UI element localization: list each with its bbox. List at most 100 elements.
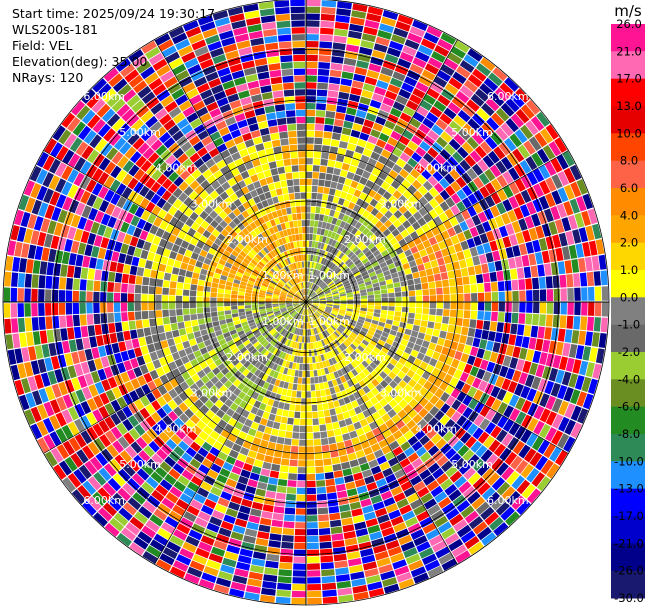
ppi-gate	[415, 146, 427, 157]
ppi-gate	[223, 250, 231, 258]
ppi-gate	[470, 440, 483, 453]
ppi-gate	[125, 522, 140, 536]
ppi-gate	[462, 276, 470, 285]
ppi-gate	[182, 302, 190, 309]
ppi-gate	[103, 463, 117, 477]
ppi-gate	[512, 148, 525, 163]
ppi-gate	[465, 436, 477, 449]
ppi-gate	[303, 315, 305, 322]
ppi-gate	[526, 302, 533, 313]
ppi-gate	[266, 420, 274, 428]
ppi-gate	[410, 246, 419, 254]
ppi-gate	[272, 348, 279, 356]
ppi-gate	[311, 305, 317, 310]
ppi-gate	[160, 256, 169, 265]
ppi-gate	[404, 346, 413, 355]
ppi-gate	[270, 329, 277, 336]
ppi-gate	[418, 123, 431, 135]
ppi-gate	[129, 390, 139, 402]
ppi-gate	[387, 84, 401, 94]
ppi-gate	[242, 463, 253, 472]
ppi-gate	[250, 374, 258, 383]
ppi-gate	[245, 268, 253, 274]
ppi-gate	[323, 229, 329, 237]
ppi-gate	[336, 413, 345, 421]
ppi-gate	[337, 354, 344, 361]
ppi-gate	[418, 408, 429, 418]
ppi-gate	[387, 263, 396, 270]
ppi-gate	[286, 347, 292, 354]
ppi-gate	[311, 247, 315, 255]
ppi-gate	[451, 96, 466, 109]
ppi-gate	[82, 480, 97, 496]
ppi-gate	[276, 263, 282, 270]
ppi-gate	[392, 446, 404, 457]
ppi-gate	[381, 306, 388, 311]
ppi-gate	[10, 303, 18, 318]
ppi-gate	[308, 247, 312, 254]
ppi-gate	[340, 303, 347, 307]
ppi-gate	[88, 207, 98, 221]
ppi-gate	[50, 235, 60, 249]
ppi-gate	[328, 436, 336, 445]
ppi-gate	[66, 277, 73, 290]
ppi-gate	[455, 317, 463, 326]
ppi-gate	[317, 404, 324, 411]
ppi-gate	[410, 330, 419, 338]
ppi-gate	[194, 399, 204, 409]
ppi-gate	[43, 188, 54, 204]
ppi-gate	[286, 339, 292, 347]
ppi-gate	[295, 335, 299, 342]
ppi-gate	[311, 276, 315, 283]
ppi-gate	[104, 402, 116, 416]
ppi-gate	[30, 423, 43, 440]
ppi-gate	[381, 249, 389, 257]
ppi-gate	[44, 451, 58, 467]
ppi-gate	[166, 541, 181, 553]
ppi-gate	[421, 553, 437, 566]
ppi-gate	[402, 220, 411, 229]
ppi-gate	[334, 279, 342, 285]
ppi-gate	[228, 472, 240, 482]
ppi-gate	[134, 511, 149, 525]
ppi-gate	[316, 310, 322, 316]
ppi-gate	[453, 519, 468, 532]
ppi-gate	[151, 400, 162, 411]
ppi-gate	[539, 393, 550, 408]
ppi-gate	[309, 282, 313, 289]
ppi-gate	[184, 207, 194, 217]
ppi-gate	[329, 512, 341, 521]
ppi-gate	[53, 464, 67, 480]
ppi-gate	[380, 309, 388, 315]
ppi-gate	[311, 306, 317, 311]
ppi-gate	[45, 316, 53, 330]
ppi-gate	[406, 69, 421, 81]
ppi-gate	[87, 476, 102, 491]
ppi-gate	[346, 261, 354, 268]
ppi-gate	[273, 307, 280, 311]
ppi-gate	[343, 199, 351, 208]
ppi-gate	[467, 205, 477, 217]
ppi-gate	[340, 295, 347, 299]
ppi-gate	[354, 213, 362, 221]
ppi-gate	[262, 214, 270, 223]
ppi-gate	[306, 391, 311, 398]
ppi-gate	[481, 330, 489, 340]
ppi-gate	[306, 289, 308, 296]
ppi-gate	[267, 272, 274, 278]
ppi-gate	[353, 327, 361, 333]
ppi-gate	[286, 389, 292, 397]
ppi-gate	[489, 351, 499, 363]
ppi-gate	[274, 312, 281, 316]
ppi-gate	[306, 240, 309, 247]
ppi-gate	[322, 314, 328, 319]
ppi-gate	[127, 132, 140, 146]
ppi-gate	[319, 297, 326, 300]
ppi-gate	[214, 205, 223, 215]
ppi-gate	[108, 132, 122, 146]
ppi-gate	[361, 554, 376, 564]
ppi-gate	[269, 338, 276, 345]
ppi-gate	[37, 232, 47, 247]
ppi-gate	[523, 325, 532, 337]
ppi-gate	[445, 185, 456, 197]
